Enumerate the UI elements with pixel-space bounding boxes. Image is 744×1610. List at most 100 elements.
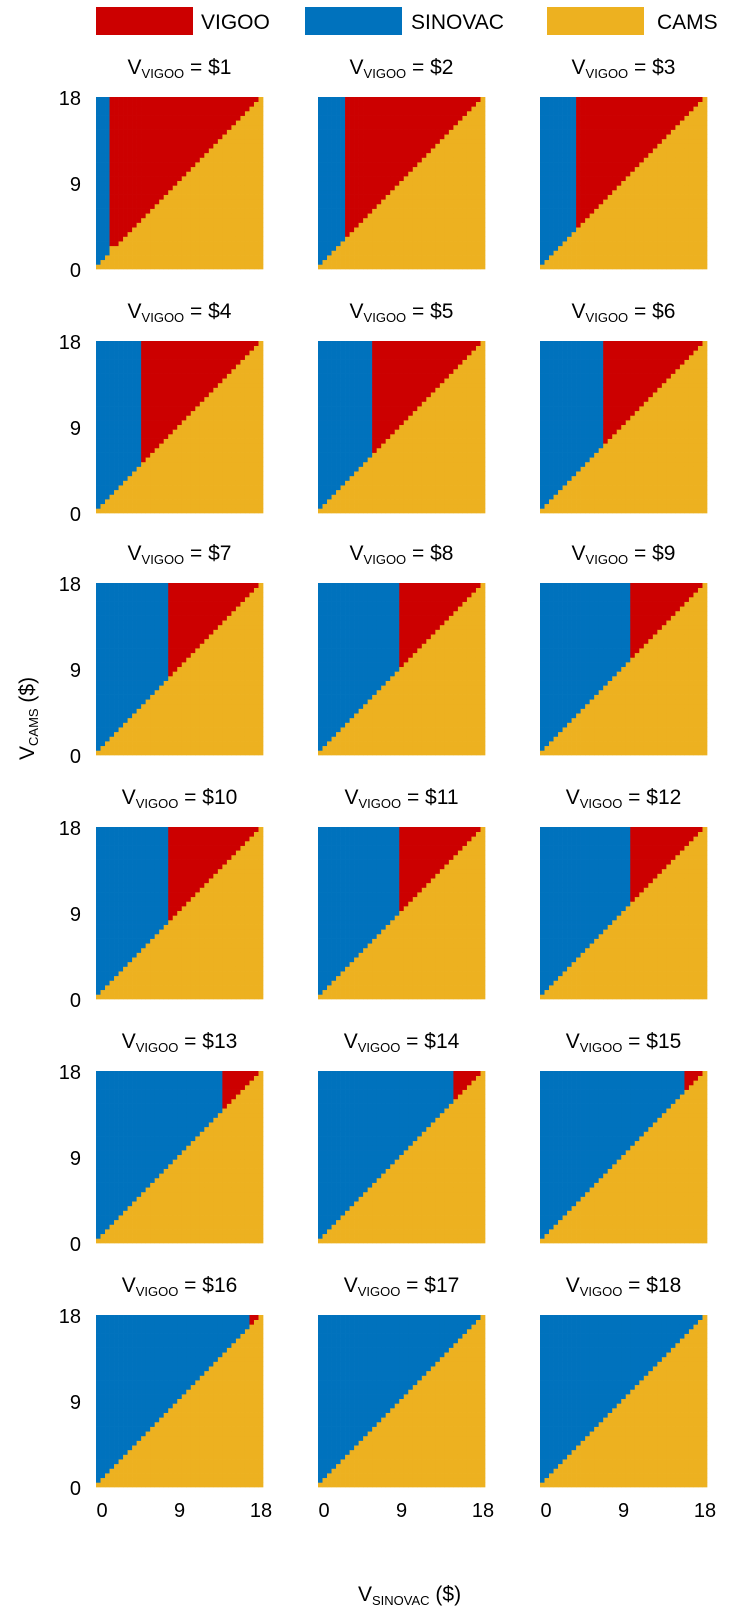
heatmap-cell	[213, 97, 219, 102]
heatmap-cell	[168, 166, 174, 172]
heatmap-cell	[480, 166, 486, 172]
heatmap-cell	[150, 148, 156, 154]
heatmap-cell	[688, 148, 694, 154]
heatmap-cell	[208, 120, 214, 126]
heatmap-cell	[150, 378, 156, 384]
heatmap-cell	[589, 250, 595, 256]
heatmap-cell	[318, 101, 323, 107]
heatmap-cell	[430, 194, 436, 200]
heatmap-cell	[235, 241, 241, 247]
heatmap-cell	[327, 236, 332, 242]
heatmap-cell	[105, 410, 110, 416]
heatmap-cell	[127, 401, 133, 407]
heatmap-cell	[661, 152, 667, 158]
heatmap-cell	[471, 255, 477, 261]
heatmap-cell	[318, 241, 323, 247]
heatmap-cell	[159, 406, 165, 412]
heatmap-cell	[100, 176, 106, 182]
heatmap-cell	[598, 255, 604, 261]
heatmap-cell	[462, 110, 468, 116]
heatmap-cell	[630, 245, 636, 251]
heatmap-cell	[607, 129, 613, 135]
heatmap-cell	[598, 241, 604, 247]
heatmap-cell	[408, 241, 414, 247]
heatmap-cell	[163, 359, 169, 365]
heatmap-cell	[693, 259, 699, 265]
heatmap-cell	[327, 264, 332, 270]
heatmap-cell	[480, 208, 486, 214]
heatmap-cell	[702, 236, 708, 242]
heatmap-cell	[408, 259, 414, 265]
heatmap-cell	[553, 194, 559, 200]
heatmap-cell	[186, 180, 192, 186]
heatmap-cell	[702, 148, 708, 154]
heatmap-cell	[123, 110, 128, 116]
heatmap-cell	[141, 115, 146, 121]
heatmap-cell	[145, 124, 151, 130]
heatmap-cell	[213, 162, 219, 168]
heatmap-cell	[466, 97, 472, 102]
heatmap-cell	[549, 194, 554, 200]
heatmap-cell	[612, 134, 618, 140]
heatmap-cell	[118, 508, 124, 514]
heatmap-cell	[634, 245, 640, 251]
heatmap-cell	[136, 106, 142, 112]
heatmap-cell	[616, 217, 622, 223]
heatmap-cell	[327, 124, 332, 130]
heatmap-cell	[177, 489, 183, 495]
heatmap-cell	[240, 259, 246, 265]
heatmap-cell	[100, 134, 106, 140]
heatmap-cell	[630, 166, 636, 172]
heatmap-cell	[643, 110, 649, 116]
heatmap-cell	[159, 457, 165, 463]
heatmap-cell	[235, 97, 241, 102]
heatmap-cell	[603, 124, 609, 130]
heatmap-cell	[625, 180, 631, 186]
heatmap-cell	[141, 166, 146, 172]
heatmap-cell	[190, 508, 196, 514]
heatmap-cell	[114, 208, 119, 214]
heatmap-cell	[670, 138, 676, 144]
heatmap-cell	[648, 143, 654, 149]
heatmap-cell	[652, 152, 658, 158]
heatmap-cell	[213, 157, 219, 163]
heatmap-cell	[444, 236, 450, 242]
heatmap-cell	[670, 97, 676, 102]
heatmap-cell	[199, 264, 205, 270]
heatmap-cell	[217, 97, 223, 102]
heatmap-cell	[123, 368, 128, 374]
heatmap-cell	[177, 424, 183, 430]
heatmap-cell	[336, 245, 341, 251]
heatmap-cell	[571, 110, 577, 116]
heatmap-cell	[249, 259, 255, 265]
heatmap-cell	[621, 176, 627, 182]
heatmap-cell	[408, 134, 414, 140]
heatmap-cell	[109, 143, 115, 149]
heatmap-cell	[190, 475, 196, 481]
heatmap-cell	[558, 213, 563, 219]
heatmap-cell	[630, 115, 636, 121]
heatmap-cell	[181, 359, 187, 365]
heatmap-cell	[340, 157, 346, 163]
legend-swatch-cams	[547, 7, 644, 35]
heatmap-cell	[163, 499, 169, 505]
heatmap-cell	[612, 255, 618, 261]
heatmap-cell	[562, 208, 568, 214]
heatmap-cell	[141, 410, 146, 416]
heatmap-cell	[190, 185, 196, 191]
heatmap-cell	[132, 124, 137, 130]
heatmap-cell	[195, 443, 201, 449]
heatmap-cell	[253, 148, 259, 154]
heatmap-cell	[199, 194, 205, 200]
heatmap-cell	[480, 217, 486, 223]
heatmap-cell	[630, 264, 636, 270]
heatmap-cell	[96, 134, 101, 140]
heatmap-cell	[540, 134, 545, 140]
heatmap-cell	[244, 134, 250, 140]
heatmap-cell	[399, 143, 405, 149]
heatmap-cell	[553, 250, 559, 256]
heatmap-cell	[603, 208, 609, 214]
heatmap-cell	[354, 231, 359, 237]
heatmap-cell	[336, 203, 341, 209]
heatmap-cell	[385, 171, 391, 177]
